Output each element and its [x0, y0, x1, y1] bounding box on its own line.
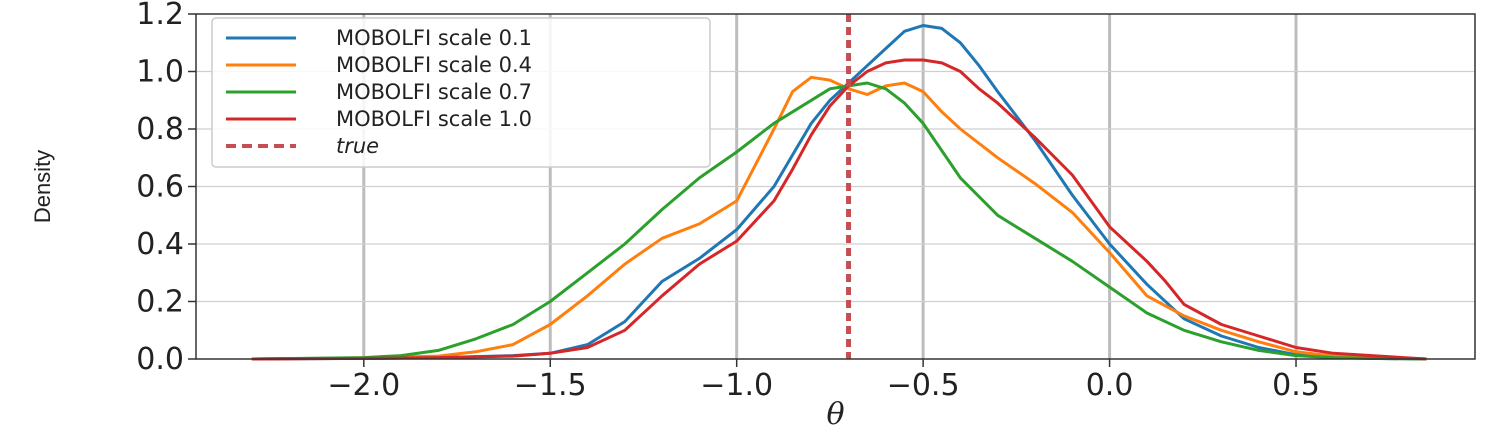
series-line-3: [251, 81, 1427, 361]
y-tick-label: 0.0: [136, 342, 184, 377]
x-tick-label: −0.5: [887, 368, 960, 403]
x-tick-label: 0.0: [1086, 368, 1134, 403]
series-lines: [251, 24, 1427, 361]
x-axis-ticks: −2.0 −1.5 −1.0 −0.5 0.0 0.5: [327, 359, 1320, 403]
series-line-2: [251, 75, 1427, 361]
y-axis-label: Density: [30, 150, 55, 223]
series-line-1: [251, 24, 1427, 361]
y-tick-label: 0.6: [136, 170, 184, 205]
legend-label-2: MOBOLFI scale 0.4: [336, 53, 532, 77]
y-tick-label: 0.4: [136, 227, 184, 262]
x-tick-label: 0.5: [1272, 368, 1320, 403]
y-axis-ticks: 0.0 0.2 0.4 0.6 0.8 1.0 1.2: [136, 0, 196, 377]
x-axis-label: θ: [826, 397, 844, 432]
legend-label-3: MOBOLFI scale 0.7: [336, 80, 532, 104]
legend: MOBOLFI scale 0.1 MOBOLFI scale 0.4 MOBOLF…: [211, 17, 711, 168]
x-tick-label: −2.0: [327, 368, 400, 403]
y-tick-label: 0.8: [136, 112, 184, 147]
legend-box: [211, 17, 711, 168]
legend-label-4: MOBOLFI scale 1.0: [336, 107, 532, 131]
x-tick-label: −1.0: [700, 368, 773, 403]
series-line-4: [251, 58, 1427, 361]
x-tick-label: −1.5: [514, 368, 587, 403]
y-tick-label: 1.2: [136, 0, 184, 32]
legend-label-5: true: [336, 134, 379, 158]
legend-label-1: MOBOLFI scale 0.1: [336, 26, 532, 50]
y-tick-label: 0.2: [136, 285, 184, 320]
y-tick-label: 1.0: [136, 55, 184, 90]
